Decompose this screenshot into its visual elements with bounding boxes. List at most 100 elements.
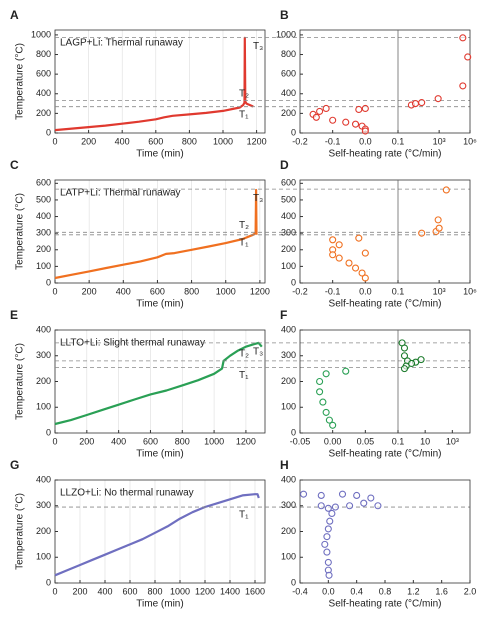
x-tick-label: 600 [148, 136, 163, 146]
x-tick-label: 0.1 [392, 436, 405, 446]
x-axis-label: Self-heating rate (°C/min) [329, 449, 442, 460]
data-point [329, 236, 337, 244]
temperature-line [54, 188, 258, 280]
y-tick-label: 500 [281, 194, 296, 204]
temperature-label: T₁ [239, 510, 249, 521]
data-point [418, 229, 426, 237]
y-tick-label: 400 [36, 211, 51, 221]
data-point [322, 370, 330, 378]
data-point [342, 367, 350, 375]
x-tick-label: 1400 [220, 586, 240, 596]
plot-frame [54, 329, 266, 434]
x-tick-label: 400 [115, 136, 130, 146]
y-tick-label: 300 [36, 228, 51, 238]
x-tick-label: -0.1 [325, 136, 341, 146]
y-tick-label: 200 [36, 108, 51, 118]
y-axis-label: Temperature (°C) [15, 43, 26, 120]
y-axis-label: Temperature (°C) [15, 343, 26, 420]
data-point [325, 416, 333, 424]
data-point [411, 100, 420, 108]
panel-letter: G [10, 458, 19, 472]
y-tick-label: 400 [36, 474, 51, 484]
x-axis-label: Time (min) [136, 449, 183, 460]
y-tick-label: 600 [281, 178, 296, 188]
data-point [323, 533, 331, 541]
x-tick-label: 10⁶ [463, 286, 477, 296]
data-point [324, 504, 332, 512]
panel-letter: H [280, 458, 289, 472]
x-tick-label: 200 [79, 436, 94, 446]
x-tick-label: 0 [52, 436, 57, 446]
x-tick-label: 1000 [216, 286, 236, 296]
data-point [345, 259, 353, 267]
temperature-line [54, 341, 263, 426]
data-point [418, 99, 426, 107]
y-tick-label: 500 [36, 194, 51, 204]
temperature-label: T₂ [239, 220, 249, 231]
plot-frame [299, 179, 471, 284]
y-axis-label: Temperature (°C) [15, 193, 26, 270]
y-tick-label: 200 [281, 526, 296, 536]
y-tick-label: 0 [291, 127, 296, 137]
data-point [322, 104, 330, 113]
data-point [335, 241, 343, 249]
temperature-label: T₁ [239, 109, 249, 120]
x-tick-label: 800 [182, 136, 197, 146]
x-axis-label: Self-heating rate (°C/min) [329, 299, 442, 310]
panel-annotation: LAGP+Li: Thermal runaway [60, 38, 183, 49]
x-tick-label: 10 [420, 436, 430, 446]
x-tick-label: -0.05 [290, 436, 311, 446]
data-point [317, 502, 325, 510]
y-tick-label: 0 [291, 577, 296, 587]
data-point [351, 264, 360, 272]
plot-frame [54, 479, 266, 584]
panel-letter: C [10, 158, 19, 172]
data-point [342, 118, 350, 126]
temperature-label: T₁ [239, 237, 249, 248]
data-point [434, 216, 442, 224]
data-point [400, 365, 409, 373]
x-axis-label: Time (min) [136, 299, 183, 310]
data-point [353, 491, 361, 500]
x-tick-label: 0.00 [324, 436, 342, 446]
data-point [355, 234, 363, 242]
y-tick-label: 300 [36, 350, 51, 360]
data-point [346, 502, 354, 510]
data-point [316, 377, 324, 386]
temperature-label: T₃ [253, 347, 263, 358]
y-tick-label: 200 [36, 376, 51, 386]
plot-frame [299, 29, 471, 134]
y-tick-label: 0 [46, 127, 51, 137]
panel-letter: E [10, 308, 18, 322]
y-tick-label: 0 [46, 277, 51, 287]
y-tick-label: 400 [36, 88, 51, 98]
data-point [326, 517, 334, 525]
data-point [316, 388, 324, 396]
x-tick-label: -0.4 [292, 586, 308, 596]
data-point [329, 251, 337, 259]
data-point [361, 274, 369, 282]
x-tick-label: 0.4 [350, 586, 363, 596]
x-tick-label: 400 [97, 586, 112, 596]
data-point [358, 269, 366, 277]
x-tick-label: 800 [175, 436, 190, 446]
x-tick-label: 0.0 [322, 586, 335, 596]
x-tick-label: 0 [52, 586, 57, 596]
y-tick-label: 100 [281, 552, 296, 562]
y-tick-label: 200 [36, 244, 51, 254]
y-tick-label: 400 [281, 88, 296, 98]
y-tick-label: 200 [281, 108, 296, 118]
x-tick-label: 0 [52, 286, 57, 296]
x-tick-label: 0 [52, 136, 57, 146]
panel-letter: F [280, 308, 287, 322]
data-point [329, 116, 337, 124]
y-tick-label: 200 [36, 526, 51, 536]
x-tick-label: 200 [82, 286, 97, 296]
plot-frame [299, 479, 471, 584]
x-tick-label: 1.6 [435, 586, 448, 596]
y-tick-label: 600 [36, 178, 51, 188]
y-tick-label: 600 [281, 69, 296, 79]
data-point [400, 352, 409, 360]
x-tick-label: 400 [111, 436, 126, 446]
